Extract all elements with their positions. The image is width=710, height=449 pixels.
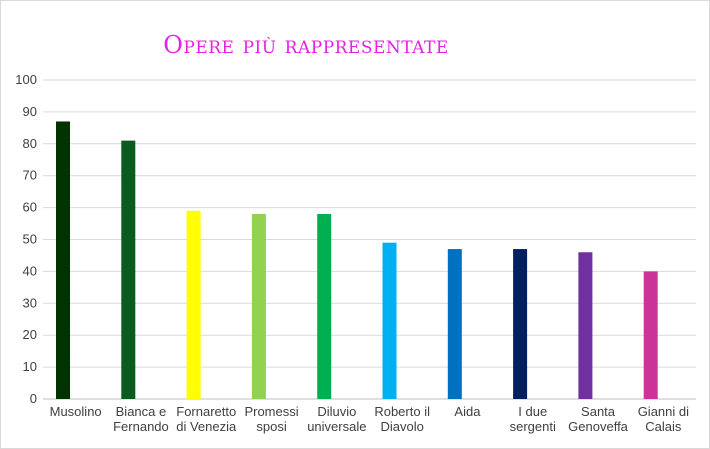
y-tick-label: 80: [23, 136, 37, 151]
y-tick-label: 60: [23, 200, 37, 215]
y-tick-label: 30: [23, 295, 37, 310]
bar: [186, 210, 201, 399]
x-category-label-line: Musolino: [50, 404, 102, 419]
bar: [447, 249, 462, 399]
chart-title: Opere più rappresentate: [163, 31, 449, 59]
x-category-label: Fornaretto di Venezia: [176, 404, 237, 434]
x-category-label-line: Gianni di: [638, 404, 689, 419]
x-category-label-line: Genoveffa: [568, 419, 629, 434]
x-category-label-line: Fornaretto: [176, 404, 236, 419]
y-tick-label: 40: [23, 263, 37, 278]
x-category-label-line: I due: [518, 404, 547, 419]
x-category-label-line: Diavolo: [380, 419, 423, 434]
x-category-label: Diluvio universale: [307, 404, 366, 434]
y-tick-label: 20: [23, 327, 37, 342]
x-category-label-line: Aida: [454, 404, 481, 419]
x-category-label-line: Fernando: [113, 419, 169, 434]
x-category-label-line: sposi: [256, 419, 286, 434]
x-category-label: Santa Genoveffa: [568, 404, 629, 434]
x-category-label-line: Promessi: [244, 404, 298, 419]
x-category-label: Aida: [454, 404, 481, 419]
x-category-label-line: universale: [307, 419, 366, 434]
y-tick-label: 90: [23, 104, 37, 119]
x-category-label: Roberto il Diavolo: [374, 404, 430, 434]
x-category-label-line: di Venezia: [176, 419, 237, 434]
y-tick-label: 70: [23, 168, 37, 183]
bar: [382, 242, 397, 399]
bar: [56, 121, 70, 399]
bar: [251, 213, 266, 399]
x-category-label: Musolino: [50, 404, 102, 419]
x-category-label: Bianca e Fernando: [113, 404, 169, 434]
bars: [56, 121, 658, 400]
x-category-label-line: Diluvio: [317, 404, 356, 419]
y-tick-label: 10: [23, 359, 37, 374]
bar: [317, 213, 332, 399]
y-tick-label: 100: [15, 72, 37, 87]
x-category-label-line: Santa: [581, 404, 616, 419]
x-category-label-line: Calais: [645, 419, 682, 434]
y-axis: 0 10 20 30 40 50 60 70 80 90 100: [15, 72, 37, 406]
bar: [121, 140, 136, 400]
gridlines: [43, 79, 696, 400]
x-category-label-line: sergenti: [510, 419, 556, 434]
bar: [513, 249, 528, 399]
y-tick-label: 0: [30, 391, 37, 406]
x-category-label: I due sergenti: [510, 404, 556, 434]
x-category-label-line: Roberto il: [374, 404, 430, 419]
x-category-label-line: Bianca e: [116, 404, 167, 419]
y-tick-label: 50: [23, 232, 37, 247]
bar: [578, 252, 593, 399]
x-category-label: Gianni di Calais: [638, 404, 689, 434]
bar: [643, 271, 658, 399]
x-category-label: Promessi sposi: [244, 404, 298, 434]
